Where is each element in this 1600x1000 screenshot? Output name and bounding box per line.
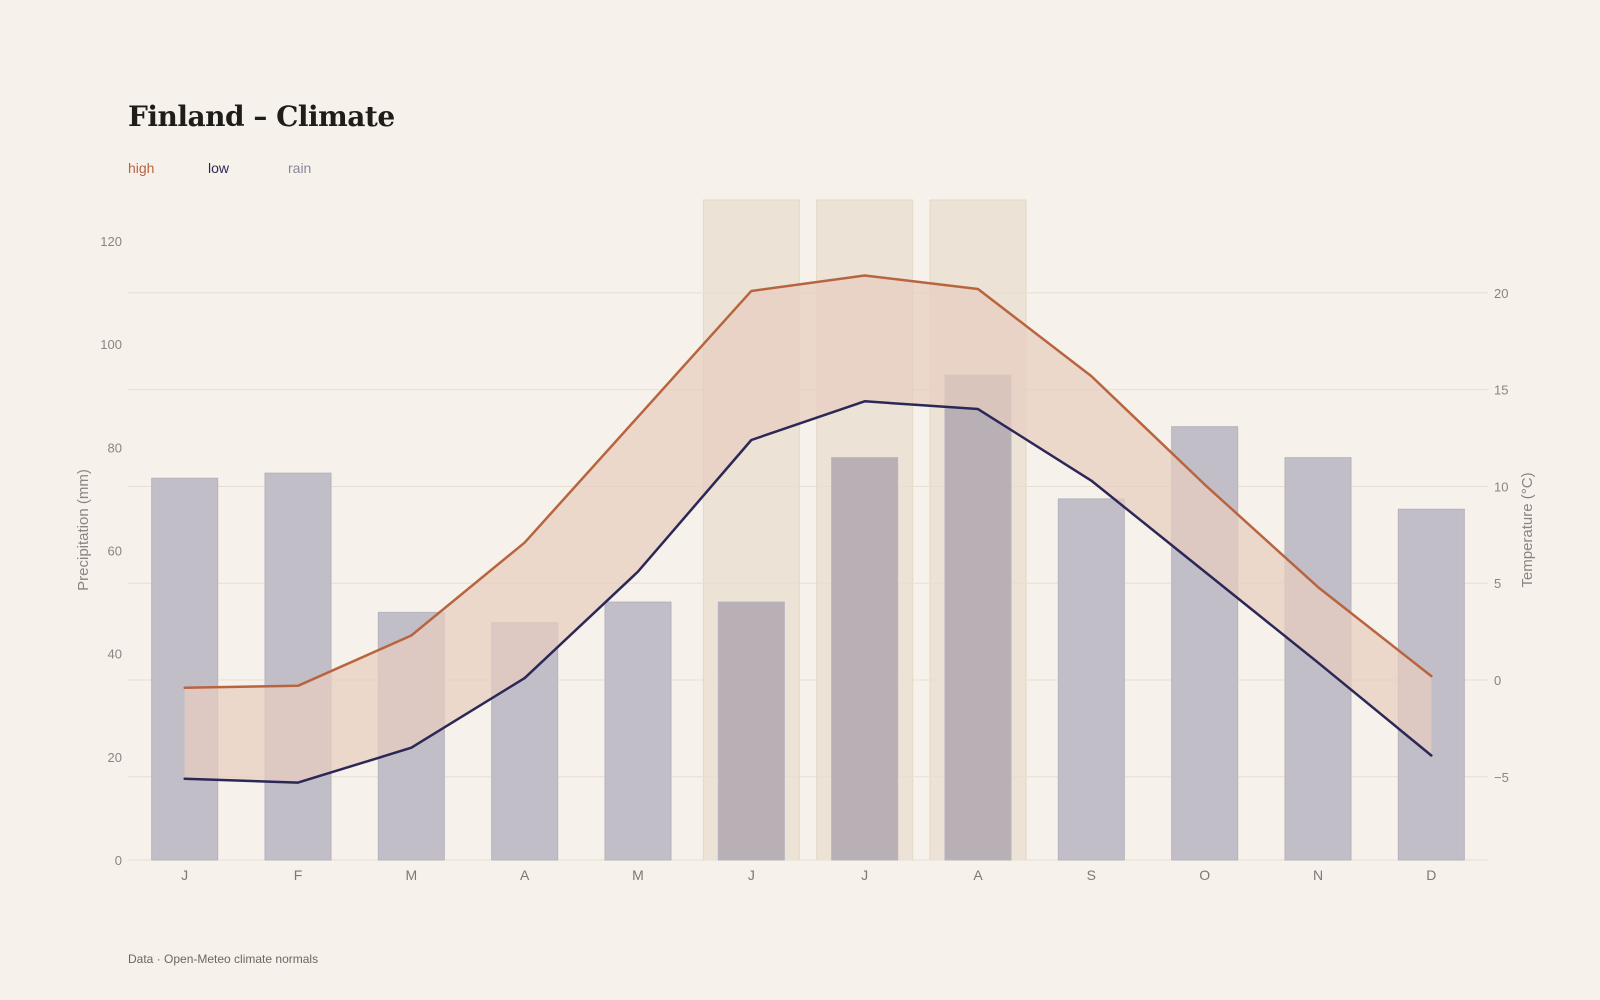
- rain-bar-1: [264, 472, 332, 861]
- low-line: [183, 400, 1433, 784]
- y-left-tick: 60: [108, 544, 122, 559]
- y-left-tick: 40: [108, 647, 122, 662]
- y-left-tick: 120: [100, 234, 122, 249]
- y-left-tick: 100: [100, 337, 122, 352]
- rain-bar-0: [151, 477, 219, 861]
- y-right-tick: 0: [1494, 673, 1501, 688]
- y-left-axis-title: Precipitation (mm): [75, 469, 92, 591]
- x-tick-7: A: [973, 867, 983, 883]
- rain-bar-7: [944, 374, 1012, 861]
- x-tick-4: M: [632, 867, 644, 883]
- x-tick-0: J: [181, 867, 188, 883]
- x-tick-2: M: [405, 867, 417, 883]
- y-left-tick: 0: [115, 853, 122, 868]
- x-tick-3: A: [520, 867, 530, 883]
- legend-item-high: high: [128, 160, 155, 176]
- rain-bar-8: [1057, 498, 1125, 861]
- x-tick-8: S: [1087, 867, 1096, 883]
- high-line: [183, 274, 1433, 689]
- temperature-band: [184, 275, 1432, 783]
- x-tick-5: J: [748, 867, 755, 883]
- y-left-tick: 80: [108, 440, 122, 455]
- chart-title: Finland – Climate: [128, 100, 395, 133]
- y-right-tick: 20: [1494, 286, 1508, 301]
- y-right-axis-title: Temperature (°C): [1519, 472, 1536, 587]
- x-tick-6: J: [861, 867, 868, 883]
- y-right-tick: 10: [1494, 479, 1508, 494]
- rain-bar-6: [831, 457, 899, 861]
- y-right-tick: −5: [1494, 770, 1509, 785]
- source-note: Data · Open-Meteo climate normals: [128, 952, 319, 966]
- legend-item-low: low: [208, 160, 230, 176]
- x-tick-1: F: [294, 867, 303, 883]
- x-tick-11: D: [1426, 867, 1436, 883]
- y-left-tick: 20: [108, 750, 122, 765]
- y-right-tick: 5: [1494, 576, 1501, 591]
- x-tick-9: O: [1199, 867, 1210, 883]
- rain-bar-4: [604, 601, 672, 861]
- legend-item-rain: rain: [288, 160, 312, 176]
- y-right-tick: 15: [1494, 383, 1508, 398]
- rain-bar-5: [717, 601, 785, 861]
- x-tick-10: N: [1313, 867, 1323, 883]
